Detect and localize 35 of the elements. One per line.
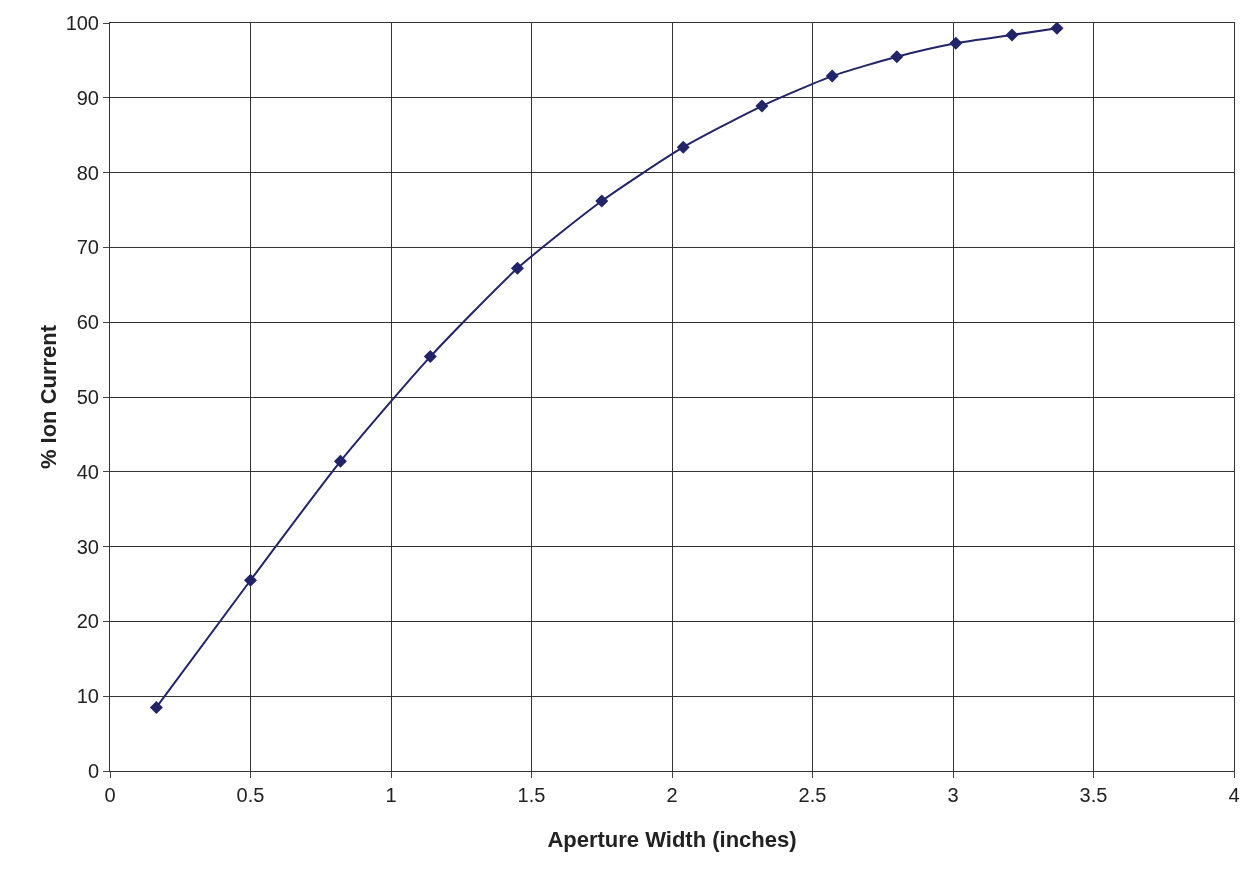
y-tick-label: 50 (76, 386, 99, 408)
y-tick-label: 100 (65, 12, 99, 34)
y-tick-label: 70 (76, 236, 99, 259)
y-tick-label: 80 (76, 161, 99, 184)
point (595, 194, 609, 208)
x-axis-title: Aperture Width (inches) (547, 827, 797, 852)
point (1005, 28, 1019, 42)
x-tick-label: 2.5 (798, 784, 827, 806)
y-tick-label: 90 (76, 86, 99, 109)
point (676, 140, 690, 154)
y-tick-label: 40 (76, 460, 99, 483)
x-tick-label: 0.5 (236, 784, 265, 806)
point (755, 99, 769, 113)
y-tick-label: 30 (76, 535, 99, 558)
y-tick-label: 20 (76, 610, 99, 633)
point (1050, 23, 1064, 35)
point (149, 700, 163, 714)
point (949, 36, 963, 50)
x-tick-label: 1.5 (517, 784, 546, 806)
point (423, 350, 437, 364)
y-tick-label: 60 (76, 311, 99, 334)
point (825, 69, 839, 83)
x-tick-label: 4 (1228, 784, 1240, 806)
point (890, 50, 904, 64)
point (510, 261, 524, 275)
point (333, 454, 347, 468)
x-tick-label: 1 (385, 784, 397, 806)
x-tick-label: 3 (947, 784, 959, 806)
x-tick-label: 3.5 (1079, 784, 1108, 806)
x-tick-label: 2 (666, 784, 678, 806)
y-axis-title: % Ion Current (36, 324, 61, 470)
x-tick-label: 0 (104, 784, 116, 806)
point (244, 573, 257, 587)
y-tick-label: 0 (87, 760, 99, 782)
y-tick-label: 10 (76, 685, 99, 708)
